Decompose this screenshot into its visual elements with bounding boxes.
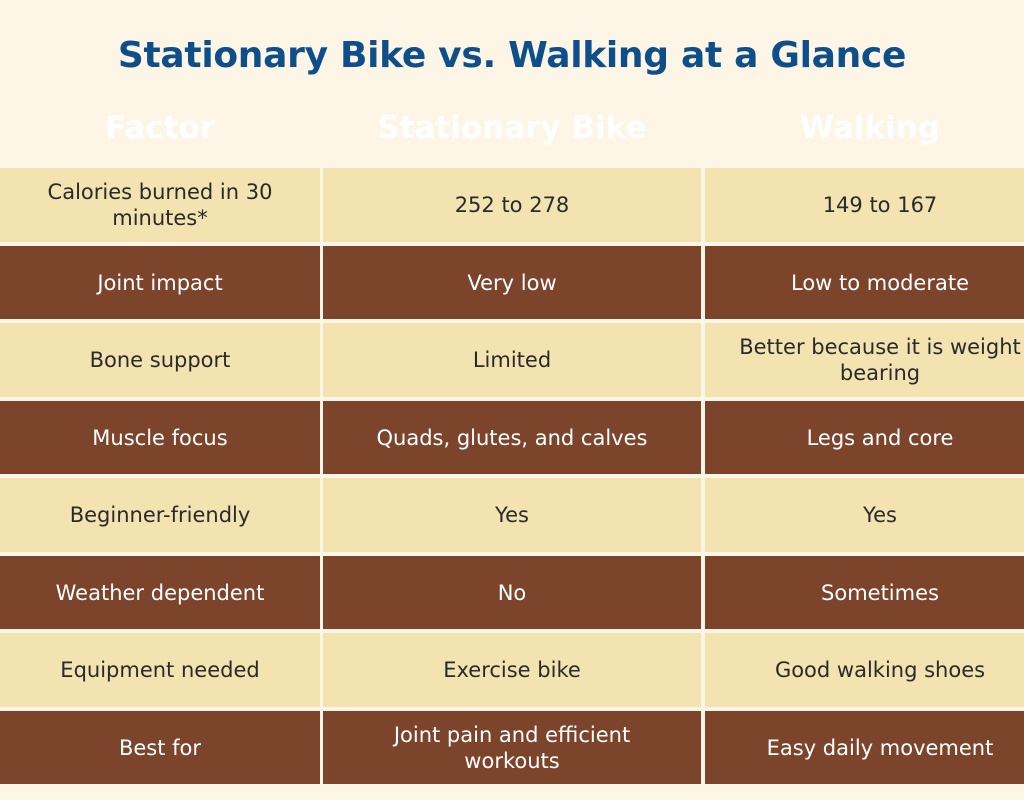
factor-cell: Equipment needed (0, 633, 320, 707)
header-cell-walking: Walking (799, 110, 941, 146)
walking-cell-text: Easy daily movement (766, 735, 994, 760)
table-row: Beginner-friendly Yes Yes (0, 478, 1024, 552)
table-header-row: Factor Stationary Bike Walking (0, 92, 1024, 164)
stationary-bike-cell: Limited (323, 323, 701, 397)
stationary-bike-cell: Quads, glutes, and calves (323, 401, 701, 474)
header-cell-stationary-bike: Stationary Bike (377, 110, 647, 146)
walking-cell: 149 to 167 (705, 168, 1024, 242)
walking-cell: Low to moderate (705, 246, 1024, 319)
walking-cell-text: Sometimes (821, 580, 939, 605)
walking-cell: Yes (705, 478, 1024, 552)
walking-cell-text: Good walking shoes (774, 658, 986, 682)
table-row: Equipment needed Exercise bike Good walk… (0, 633, 1024, 707)
table-row: Calories burned in 30 minutes* 252 to 27… (0, 168, 1024, 242)
factor-cell: Joint impact (0, 246, 320, 319)
header-cell-factor: Factor (104, 110, 216, 146)
walking-cell: Better because it is weight bearing (705, 323, 1024, 397)
walking-cell-text: Better because it is weight bearing (739, 335, 1021, 385)
factor-cell: Weather dependent (0, 556, 320, 629)
table-row: Joint impact Very low Low to moderate (0, 246, 1024, 319)
walking-cell-text: 149 to 167 (822, 193, 938, 217)
walking-cell: Legs and core (705, 401, 1024, 474)
factor-cell: Muscle focus (0, 401, 320, 474)
stationary-bike-cell: Exercise bike (323, 633, 701, 707)
stationary-bike-cell: 252 to 278 (323, 168, 701, 242)
stationary-bike-cell: Yes (323, 478, 701, 552)
comparison-table: Factor Stationary Bike Walking Calories … (0, 92, 1024, 788)
walking-cell: Good walking shoes (705, 633, 1024, 707)
stationary-bike-cell: Joint pain and efficient workouts (323, 711, 701, 784)
walking-cell: Easy daily movement (705, 711, 1024, 784)
factor-cell: Calories burned in 30 minutes* (0, 168, 320, 242)
stationary-bike-cell: Very low (323, 246, 701, 319)
page-title: Stationary Bike vs. Walking at a Glance (117, 35, 907, 76)
table-row: Weather dependent No Sometimes (0, 556, 1024, 629)
walking-cell: Sometimes (705, 556, 1024, 629)
factor-cell: Beginner-friendly (0, 478, 320, 552)
factor-cell: Bone support (0, 323, 320, 397)
factor-cell: Best for (0, 711, 320, 784)
walking-cell-text: Legs and core (806, 425, 954, 450)
table-row: Bone support Limited Better because it i… (0, 323, 1024, 397)
walking-cell-text: Low to moderate (791, 270, 969, 295)
walking-cell-text: Yes (863, 503, 897, 527)
table-row: Muscle focus Quads, glutes, and calves L… (0, 401, 1024, 474)
table-row: Best for Joint pain and efficient workou… (0, 711, 1024, 784)
stationary-bike-cell: No (323, 556, 701, 629)
